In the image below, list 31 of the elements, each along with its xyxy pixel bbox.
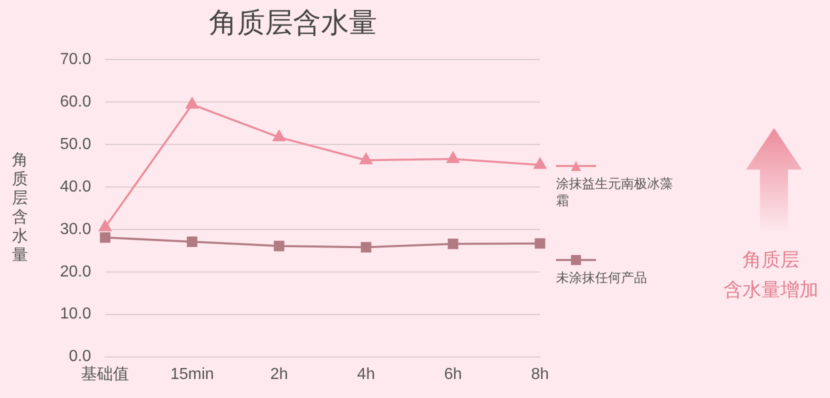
point — [272, 130, 286, 142]
point — [186, 98, 198, 109]
y-tick-label: 20.0 — [60, 263, 92, 280]
x-tick-label: 4h — [357, 366, 375, 383]
point — [186, 236, 198, 247]
y-tick-label: 40.0 — [60, 178, 92, 196]
y-tick-label: 30.0 — [60, 220, 92, 238]
point — [534, 238, 546, 249]
point — [100, 232, 110, 243]
x-tick-label: 基础值 — [81, 364, 130, 383]
point — [98, 220, 112, 232]
y-tick-label: 70.0 — [60, 51, 92, 68]
y-tick-label: 60.0 — [60, 93, 92, 110]
y-tick-label: 50.0 — [60, 136, 92, 153]
chart-title: 角质层含水量 — [209, 6, 377, 40]
point — [534, 158, 546, 169]
point — [360, 242, 372, 253]
x-tick-label: 6h — [444, 366, 462, 383]
point — [360, 153, 372, 164]
text: 角质层含水量增加 — [722, 248, 820, 303]
y-tick-label: 0.0 — [68, 348, 92, 366]
y-axis-title: 角质层含水量 — [11, 150, 29, 264]
legend-label: 涂抹益生元南极冰藻霜 — [556, 176, 674, 210]
x-tick-label: 15min — [170, 366, 214, 383]
x-tick-label: 2h — [270, 366, 288, 383]
legend-label: 未涂抹任何产品 — [556, 270, 648, 287]
point — [448, 238, 458, 250]
point — [446, 152, 460, 163]
y-tick-label: 10.0 — [60, 306, 92, 323]
point — [274, 240, 284, 252]
x-tick-label: 8h — [531, 366, 549, 383]
